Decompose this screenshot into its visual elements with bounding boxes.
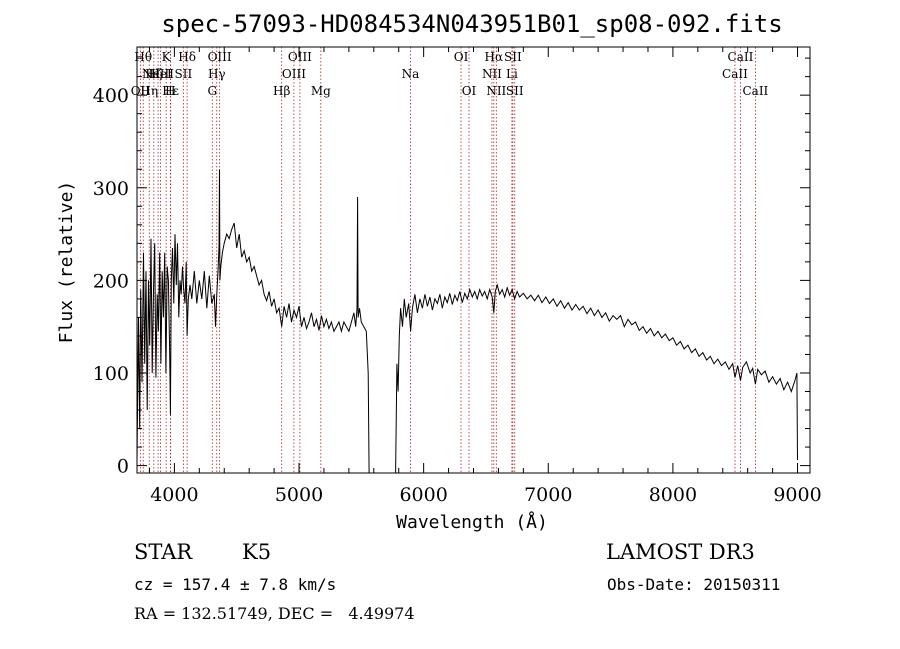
reference-line-label: Hζ xyxy=(145,67,162,81)
x-axis-label: Wavelength (Å) xyxy=(396,511,548,533)
reference-line-label: OIII xyxy=(282,67,306,81)
reference-line-label: CaII xyxy=(742,84,768,98)
reference-line-label: OIII xyxy=(208,50,232,64)
y-tick-label: 100 xyxy=(93,363,129,385)
reference-line-label: OII xyxy=(131,84,151,98)
reference-line-label: SII xyxy=(175,67,193,81)
reference-line-label: Mg xyxy=(311,84,331,98)
reference-line-label: SII xyxy=(504,50,522,64)
plot-frame xyxy=(136,46,811,474)
reference-lines xyxy=(139,47,756,473)
spectrum-line xyxy=(136,169,798,474)
redshift-velocity: cz = 157.4 ± 7.8 km/s xyxy=(134,575,337,594)
reference-line-label: Hα xyxy=(485,50,504,64)
observation-date: Obs-Date: 20150311 xyxy=(607,575,781,594)
x-tick-label: 7000 xyxy=(524,484,572,506)
reference-line-label: Li xyxy=(506,67,518,81)
y-tick-label: 0 xyxy=(117,456,129,478)
reference-line-label: SII xyxy=(506,84,524,98)
reference-line-label: Na xyxy=(402,67,420,81)
reference-line-label: CaII xyxy=(728,50,754,64)
y-tick-label: 400 xyxy=(93,85,129,107)
x-tick-label: 5000 xyxy=(275,484,323,506)
chart-title: spec-57093-HD084534N043951B01_sp08-092.f… xyxy=(161,10,782,38)
reference-line-label: K xyxy=(162,50,172,64)
reference-line-label: Hγ xyxy=(208,67,226,81)
reference-line-label: OI xyxy=(462,84,477,98)
reference-line-label: Hε xyxy=(162,84,179,98)
x-tick-label: 9000 xyxy=(773,484,821,506)
y-axis-label: Flux (relative) xyxy=(56,181,77,344)
y-tick-label: 200 xyxy=(93,270,129,292)
x-axis-ticks: 4000 5000 6000 7000 8000 9000 xyxy=(148,47,822,506)
x-tick-label: 8000 xyxy=(649,484,697,506)
reference-line-label: Hη xyxy=(140,84,158,98)
y-axis-ticks: 0 100 200 300 400 xyxy=(93,57,810,478)
reference-line-label: G xyxy=(207,84,217,98)
sky-coordinates: RA = 132.51749, DEC = 4.49974 xyxy=(134,604,415,623)
reference-line-label: H xyxy=(165,84,175,98)
x-tick-label: 6000 xyxy=(399,484,447,506)
reference-line-label: NII xyxy=(482,67,502,81)
reference-line-label: OI xyxy=(454,50,469,64)
reference-line-label: OIII xyxy=(288,50,312,64)
spectral-subclass: K5 xyxy=(242,540,272,564)
y-tick-label: 300 xyxy=(93,178,129,200)
reference-line-label: Hθ xyxy=(134,50,152,64)
reference-line-label: HeI xyxy=(149,67,172,81)
object-type: STAR xyxy=(134,540,193,564)
reference-line-label: Hβ xyxy=(273,84,290,98)
x-tick-label: 4000 xyxy=(150,484,198,506)
reference-line-label: CaII xyxy=(722,67,748,81)
reference-line-label: Hδ xyxy=(178,50,196,64)
reference-line-label: NII xyxy=(486,84,506,98)
reference-line-label: NeIII xyxy=(142,67,174,81)
survey-name: LAMOST DR3 xyxy=(606,540,755,564)
